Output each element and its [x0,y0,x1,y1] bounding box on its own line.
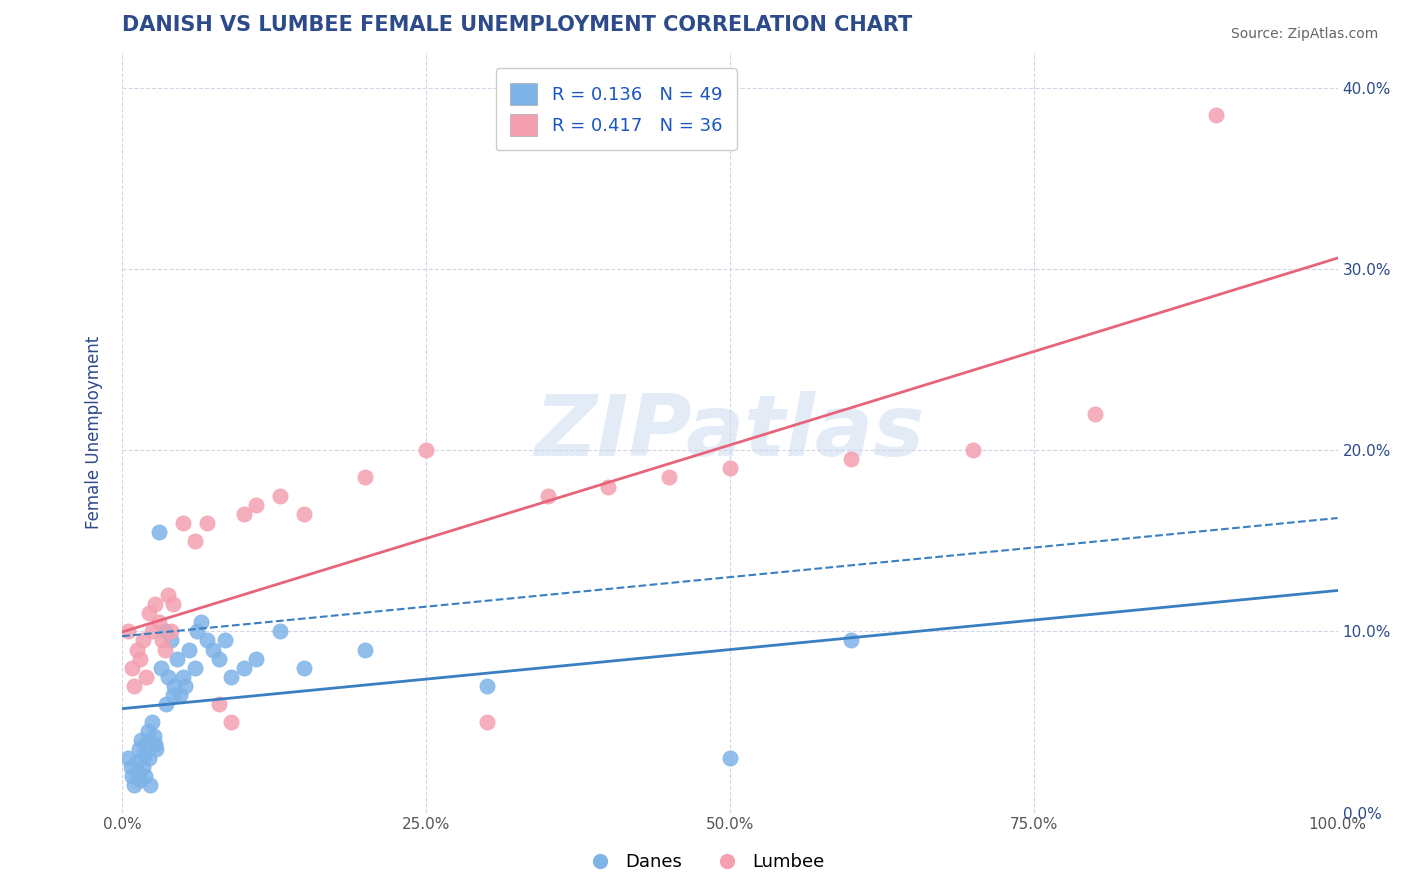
Point [149,660,172,674]
Point [184,660,207,674]
Point [232,660,254,674]
Point [141,624,163,639]
Point [354,642,377,657]
Point [148,524,170,539]
Point [153,624,176,639]
Point [135,670,157,684]
Point [122,778,145,792]
Point [141,714,163,729]
Point [221,670,243,684]
Point [195,633,218,648]
Point [125,755,148,769]
Point [184,533,207,548]
Point [292,660,315,674]
Point [208,651,231,665]
Point [475,714,498,729]
Point [117,624,139,639]
Point [138,751,160,765]
Point [162,597,184,611]
Point [142,730,165,744]
Point [145,742,167,756]
Point [415,443,437,458]
Point [190,615,212,630]
Point [150,633,173,648]
Point [841,452,863,467]
Point [128,742,150,756]
Point [841,633,863,648]
Point [162,688,184,702]
Point [143,597,166,611]
Point [157,670,180,684]
Point [202,642,225,657]
Point [121,660,143,674]
Legend: Danes, Lumbee: Danes, Lumbee [574,847,832,879]
Point [172,516,194,530]
Point [232,507,254,521]
Point [132,760,155,774]
Text: Source: ZipAtlas.com: Source: ZipAtlas.com [1230,27,1378,41]
Y-axis label: Female Unemployment: Female Unemployment [86,335,103,529]
Point [117,751,139,765]
Point [138,607,160,621]
Point [1205,108,1227,122]
Point [269,624,291,639]
Point [1083,407,1105,421]
Point [125,642,148,657]
Point [136,724,159,739]
Point [122,679,145,693]
Point [129,772,152,787]
Point [120,760,142,774]
Point [169,688,191,702]
Point [129,651,152,665]
Point [186,624,208,639]
Point [143,737,166,751]
Point [598,479,620,493]
Point [135,737,157,751]
Point [134,769,156,783]
Legend: R = 0.136   N = 49, R = 0.417   N = 36: R = 0.136 N = 49, R = 0.417 N = 36 [496,69,737,151]
Point [153,642,176,657]
Point [962,443,984,458]
Point [163,679,186,693]
Point [475,679,498,693]
Point [269,489,291,503]
Text: ZIPatlas: ZIPatlas [534,391,925,474]
Point [155,697,177,711]
Point [658,470,681,484]
Point [159,624,181,639]
Point [245,498,267,512]
Point [127,765,149,780]
Point [208,697,231,711]
Point [166,651,188,665]
Point [214,633,236,648]
Point [131,733,153,747]
Point [221,714,243,729]
Point [139,778,162,792]
Point [121,769,143,783]
Point [195,516,218,530]
Point [159,633,181,648]
Point [245,651,267,665]
Point [536,489,558,503]
Point [718,461,741,475]
Point [292,507,315,521]
Point [148,615,170,630]
Point [132,747,155,762]
Point [354,470,377,484]
Point [172,670,194,684]
Text: DANISH VS LUMBEE FEMALE UNEMPLOYMENT CORRELATION CHART: DANISH VS LUMBEE FEMALE UNEMPLOYMENT COR… [122,15,912,35]
Point [132,633,155,648]
Point [157,588,180,602]
Point [177,642,200,657]
Point [718,751,741,765]
Point [174,679,197,693]
